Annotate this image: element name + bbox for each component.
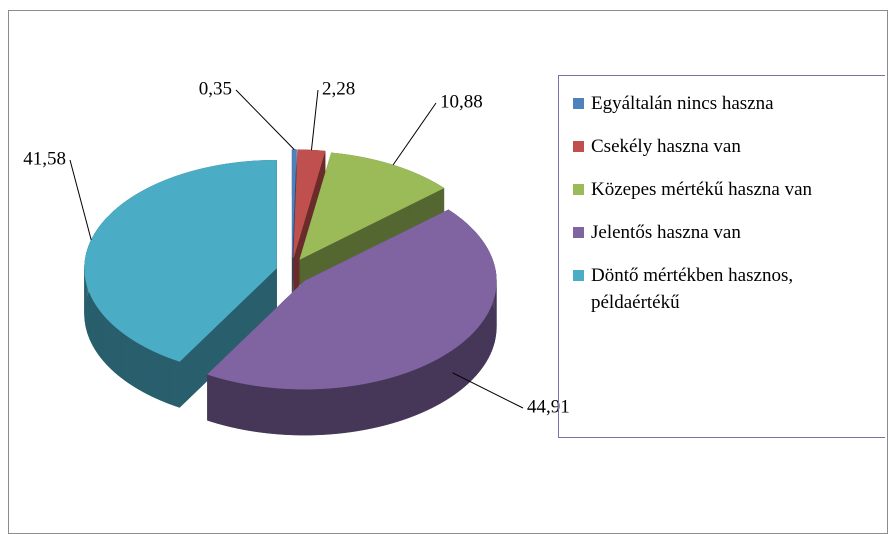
- legend-label: Csekély haszna van: [591, 136, 741, 157]
- legend-swatch: [573, 98, 584, 109]
- slice: [206, 209, 497, 390]
- legend-item: Jelentős haszna van: [573, 219, 881, 246]
- data-label: 41,58: [23, 148, 66, 169]
- legend-item: Döntő mértékben hasznos, példaértékű: [573, 262, 881, 316]
- slice: [84, 159, 277, 362]
- legend-swatch: [573, 184, 584, 195]
- data-label: 44,91: [527, 396, 570, 417]
- legend-label: Döntő mértékben hasznos, példaértékű: [591, 265, 794, 313]
- legend-item: Egyáltalán nincs haszna: [573, 90, 881, 117]
- legend-label: Jelentős haszna van: [591, 222, 741, 243]
- legend-swatch: [573, 141, 584, 152]
- legend-item: Csekély haszna van: [573, 133, 881, 160]
- data-label: 2,28: [322, 78, 355, 99]
- legend-label: Közepes mértékű haszna van: [591, 179, 813, 200]
- legend: Egyáltalán nincs haszna Csekély haszna va…: [558, 75, 885, 438]
- leader-line: [235, 89, 295, 150]
- slice: [299, 152, 445, 260]
- legend-label: Egyáltalán nincs haszna: [591, 93, 774, 114]
- legend-swatch: [573, 227, 584, 238]
- slice: [293, 149, 326, 258]
- leader-line: [310, 89, 319, 151]
- data-label: 0,35: [199, 78, 232, 99]
- leader-line: [452, 372, 524, 409]
- data-label: 10,88: [440, 91, 483, 112]
- legend-swatch: [573, 270, 584, 281]
- legend-item: Közepes mértékű haszna van: [573, 176, 881, 203]
- leader-line: [392, 102, 437, 166]
- leader-line: [69, 159, 92, 241]
